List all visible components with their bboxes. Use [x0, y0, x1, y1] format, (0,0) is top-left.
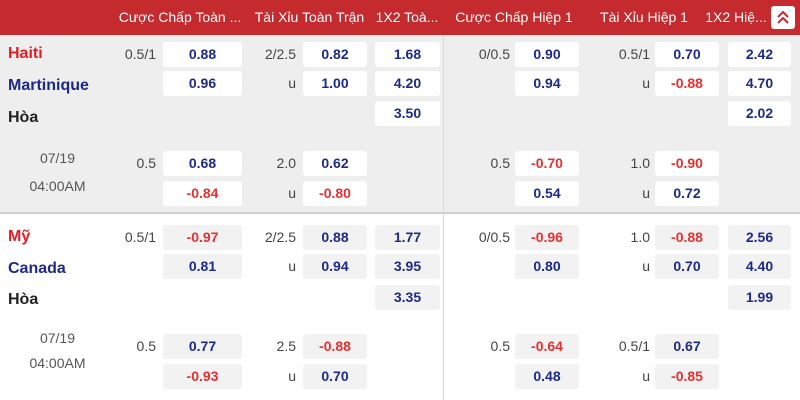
- odds-value: 0.96: [163, 71, 242, 96]
- column-header: Cược Chấp Hiệp 1: [455, 9, 573, 25]
- odds-value: 4.70: [728, 71, 791, 96]
- odds-value: 2.42: [728, 42, 791, 67]
- odds-value: 1.77: [375, 225, 440, 250]
- column-header: 1X2 Toà...: [375, 9, 439, 25]
- team-name: Haiti: [8, 45, 43, 62]
- handicap-line: u: [288, 185, 296, 201]
- odds-value: -0.80: [303, 181, 367, 206]
- odds-value: 3.35: [375, 285, 440, 310]
- odds-value: -0.90: [655, 151, 719, 176]
- handicap-line: u: [642, 368, 650, 384]
- odds-value: 3.50: [375, 101, 440, 126]
- handicap-line: 0.5/1: [618, 338, 650, 354]
- odds-value: -0.88: [655, 225, 719, 250]
- team-name: Martinique: [8, 77, 89, 94]
- handicap-line: 0.5: [136, 155, 156, 171]
- handicap-line: 0/0.5: [478, 46, 510, 62]
- handicap-line: 0.5: [490, 155, 510, 171]
- odds-value: 0.70: [655, 42, 719, 67]
- handicap-line: 1.0: [630, 155, 650, 171]
- odds-value: 0.70: [655, 254, 719, 279]
- column-header: Cược Chấp Toàn ...: [118, 9, 242, 25]
- odds-value: 0.88: [303, 225, 367, 250]
- odds-value: 3.95: [375, 254, 440, 279]
- separator: [0, 212, 800, 214]
- handicap-line: u: [642, 258, 650, 274]
- odds-value: 0.88: [163, 42, 242, 67]
- collapse-icon: [777, 10, 789, 24]
- odds-value: 4.40: [728, 254, 791, 279]
- odds-value: -0.88: [655, 71, 719, 96]
- odds-value: 0.94: [303, 254, 367, 279]
- odds-value: 0.62: [303, 151, 367, 176]
- handicap-line: 2.5: [276, 338, 296, 354]
- column-divider: [443, 35, 444, 400]
- handicap-line: u: [642, 185, 650, 201]
- handicap-line: 0.5/1: [124, 229, 156, 245]
- match-time: 04:00AM: [29, 178, 86, 194]
- odds-value: -0.88: [303, 334, 367, 359]
- handicap-line: 2/2.5: [264, 229, 296, 245]
- odds-value: 1.68: [375, 42, 440, 67]
- handicap-line: 2.0: [276, 155, 296, 171]
- handicap-line: 0.5: [490, 338, 510, 354]
- collapse-button[interactable]: [771, 6, 795, 29]
- handicap-line: 0.5/1: [618, 46, 650, 62]
- odds-value: -0.64: [515, 334, 579, 359]
- odds-value: 0.81: [163, 254, 242, 279]
- odds-value: 1.99: [728, 285, 791, 310]
- handicap-line: 0.5: [136, 338, 156, 354]
- handicap-line: u: [288, 75, 296, 91]
- odds-value: -0.70: [515, 151, 579, 176]
- odds-value: 2.56: [728, 225, 791, 250]
- odds-value: 2.02: [728, 101, 791, 126]
- team-name: Hòa: [8, 291, 39, 308]
- odds-value: 0.54: [515, 181, 579, 206]
- odds-value: 0.77: [163, 334, 242, 359]
- column-header: Tài Xỉu Hiệp 1: [600, 9, 688, 25]
- odds-value: 0.94: [515, 71, 579, 96]
- handicap-line: u: [288, 368, 296, 384]
- team-name: Mỹ: [8, 228, 31, 245]
- match-date: 07/19: [39, 330, 76, 346]
- handicap-line: 0/0.5: [478, 229, 510, 245]
- odds-value: -0.85: [655, 364, 719, 389]
- odds-value: -0.84: [163, 181, 242, 206]
- handicap-line: u: [642, 75, 650, 91]
- odds-value: -0.97: [163, 225, 242, 250]
- handicap-line: u: [288, 258, 296, 274]
- column-header: Tài Xỉu Toàn Trận: [254, 9, 365, 25]
- odds-value: 0.67: [655, 334, 719, 359]
- odds-value: 0.82: [303, 42, 367, 67]
- handicap-line: 0.5/1: [124, 46, 156, 62]
- team-name: Canada: [8, 260, 66, 277]
- odds-value: 0.80: [515, 254, 579, 279]
- handicap-line: 2/2.5: [264, 46, 296, 62]
- odds-value: -0.93: [163, 364, 242, 389]
- odds-value: 0.48: [515, 364, 579, 389]
- column-header: 1X2 Hiệ...: [705, 9, 767, 25]
- match-date: 07/19: [39, 150, 76, 166]
- odds-value: 0.68: [163, 151, 242, 176]
- odds-value: 0.90: [515, 42, 579, 67]
- team-name: Hòa: [8, 109, 39, 126]
- handicap-line: 1.0: [630, 229, 650, 245]
- odds-value: 1.00: [303, 71, 367, 96]
- odds-value: -0.96: [515, 225, 579, 250]
- odds-value: 0.72: [655, 181, 719, 206]
- match-time: 04:00AM: [29, 355, 86, 371]
- header-bar: [0, 0, 800, 35]
- odds-value: 0.70: [303, 364, 367, 389]
- odds-value: 4.20: [375, 71, 440, 96]
